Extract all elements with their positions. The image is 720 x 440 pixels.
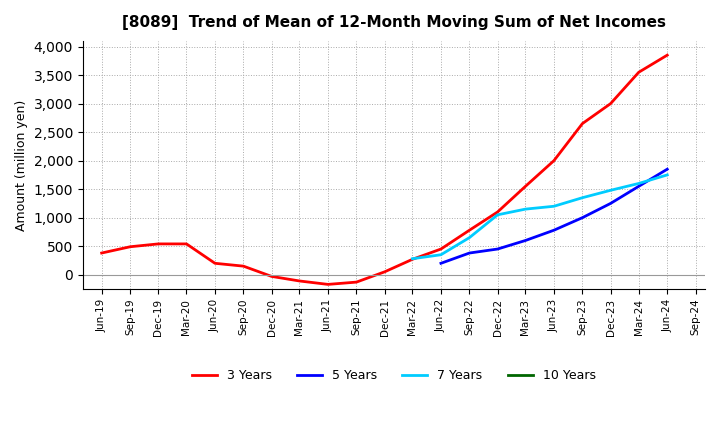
Legend: 3 Years, 5 Years, 7 Years, 10 Years: 3 Years, 5 Years, 7 Years, 10 Years [187, 364, 600, 387]
Y-axis label: Amount (million yen): Amount (million yen) [15, 99, 28, 231]
Title: [8089]  Trend of Mean of 12-Month Moving Sum of Net Incomes: [8089] Trend of Mean of 12-Month Moving … [122, 15, 666, 30]
